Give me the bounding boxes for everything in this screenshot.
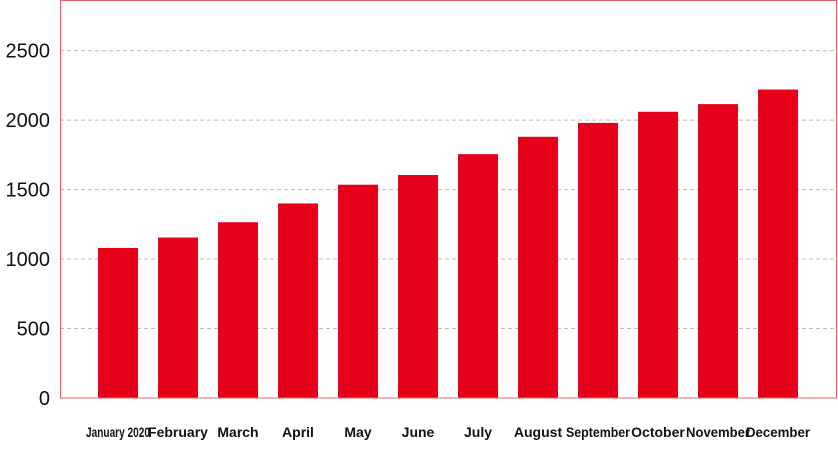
y-tick-label: 2000 [6, 110, 51, 132]
x-tick-label: January 2020 [86, 424, 150, 440]
y-tick-label: 1000 [6, 249, 51, 271]
x-tick-label: March [217, 424, 258, 440]
bar [638, 111, 678, 398]
bars [98, 89, 798, 399]
bar [398, 174, 438, 398]
x-tick-label: May [344, 424, 371, 440]
bar [578, 122, 618, 398]
bar [278, 203, 318, 398]
bar [518, 136, 558, 399]
x-tick-label: December [746, 424, 811, 440]
bar [458, 154, 498, 398]
bar [158, 237, 198, 398]
plot-frame [60, 0, 837, 399]
x-tick-label: August [514, 424, 563, 440]
y-tick-label: 2500 [6, 41, 51, 63]
x-tick-label: October [631, 424, 685, 440]
x-tick-label: February [148, 424, 208, 440]
bar [698, 104, 738, 398]
x-tick-label: July [464, 424, 492, 440]
plot-border [60, 0, 837, 399]
bar [758, 89, 798, 399]
bar [218, 222, 258, 398]
y-tick-label: 500 [17, 319, 50, 341]
y-tick-label: 0 [39, 388, 50, 410]
x-tick-label: June [402, 424, 435, 440]
bar [338, 184, 378, 398]
x-tick-label: September [566, 424, 630, 440]
bar [98, 247, 138, 398]
x-tick-label: April [282, 424, 314, 440]
y-axis-ticks: 0 500 1000 1500 2000 2500 [6, 41, 51, 410]
x-tick-label: November [686, 424, 751, 440]
y-tick-label: 1500 [6, 180, 51, 202]
